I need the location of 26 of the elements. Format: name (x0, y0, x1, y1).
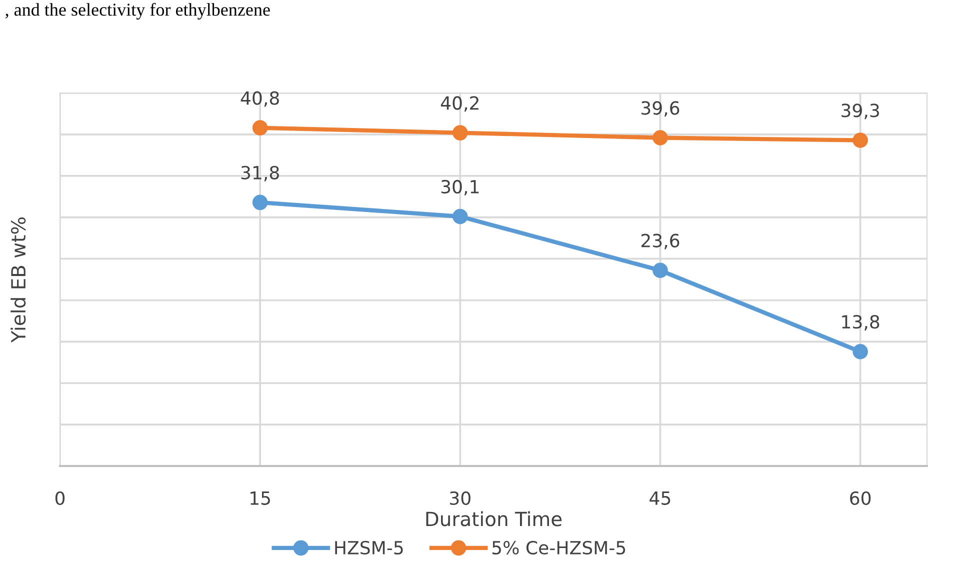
point (252, 194, 268, 210)
point (452, 208, 468, 224)
data-label: 39,3 (842, 104, 879, 120)
point (452, 125, 468, 140)
data-label: 13,8 (842, 315, 880, 331)
point (652, 262, 668, 278)
y-axis-title: Yield EB wt% (10, 217, 26, 343)
point (252, 120, 268, 136)
point (652, 130, 668, 146)
x-tick-label: 45 (650, 492, 670, 505)
data-label: 39,6 (642, 101, 680, 117)
data-label: 23,6 (641, 234, 680, 250)
x-tick-label: 15 (250, 492, 270, 505)
x-tick-label: 0 (55, 491, 65, 505)
point (852, 132, 868, 148)
data-label: 40,8 (240, 91, 279, 107)
legend-label: 5% Ce-HZSM-5 (492, 540, 626, 555)
data-label: 30,1 (441, 180, 479, 196)
x-axis-title: Duration Time (426, 511, 562, 526)
x-tick-label: 30 (450, 491, 470, 505)
legend-label: HZSM-5 (335, 540, 403, 555)
data-label: 40,2 (440, 96, 478, 112)
x-tick-label: 60 (850, 491, 871, 505)
text: , and the selectivity for ethylbenzene (5, 2, 270, 20)
point (852, 344, 868, 360)
data-label: 31,8 (241, 166, 279, 182)
